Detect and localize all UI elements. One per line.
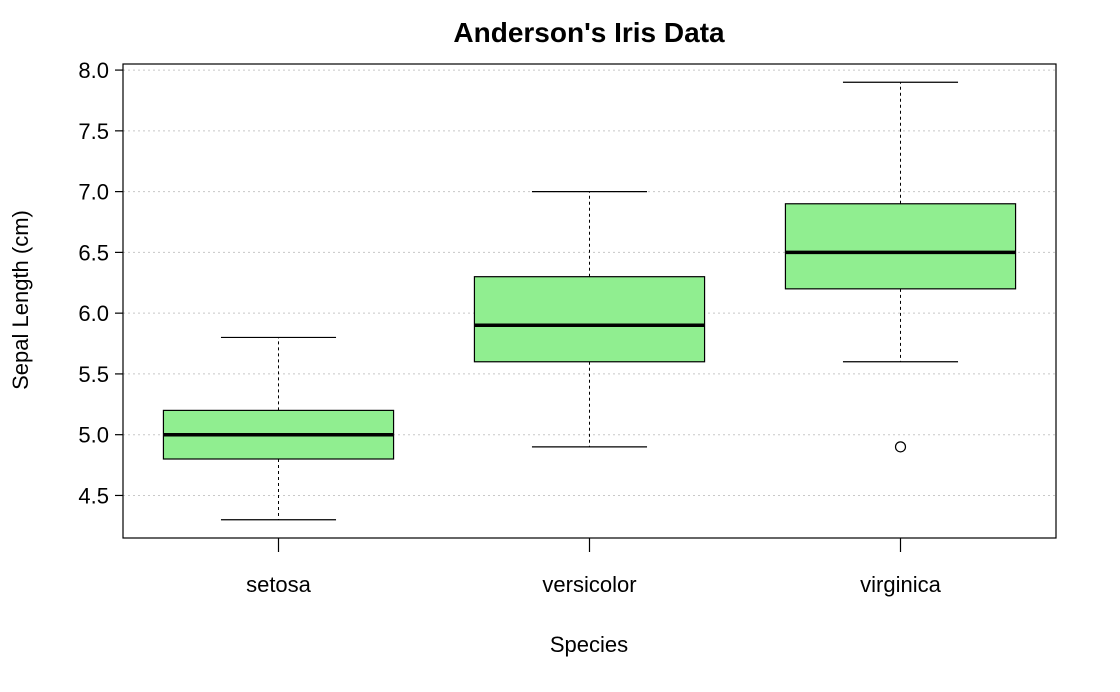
x-axis-title: Species	[550, 632, 628, 657]
x-tick-label: versicolor	[542, 572, 636, 597]
box-setosa	[162, 336, 395, 521]
axes: 4.5 5.0 5.5 6.0 6.5 7.0 7.5 8.0 setosa versicolor…	[78, 58, 941, 597]
y-tick-label: 7.5	[78, 119, 109, 144]
chart-title: Anderson's Iris Data	[453, 17, 725, 48]
y-tick-label: 6.5	[78, 240, 109, 265]
box-series	[162, 81, 1017, 521]
y-tick-label: 5.0	[78, 423, 109, 448]
y-tick-label: 4.5	[78, 483, 109, 508]
y-tick-label: 8.0	[78, 58, 109, 83]
iqr-box	[473, 276, 706, 363]
y-tick-label: 6.0	[78, 301, 109, 326]
y-axis-title: Sepal Length (cm)	[8, 210, 33, 390]
x-tick-label: setosa	[246, 572, 312, 597]
y-tick-label: 5.5	[78, 362, 109, 387]
y-tick-label: 7.0	[78, 180, 109, 205]
iqr-box	[784, 203, 1017, 290]
box-virginica	[784, 81, 1017, 453]
x-tick-label: virginica	[860, 572, 941, 597]
box-versicolor	[473, 191, 706, 448]
outlier-point	[894, 441, 907, 453]
